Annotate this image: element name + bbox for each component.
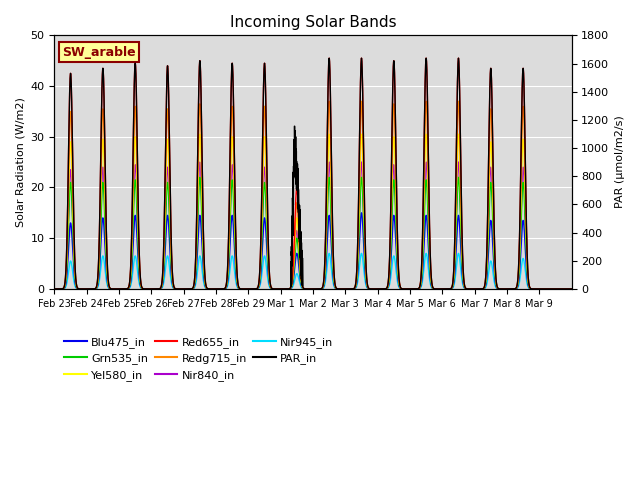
Legend: Blu475_in, Grn535_in, Yel580_in, Red655_in, Redg715_in, Nir840_in, Nir945_in, PA: Blu475_in, Grn535_in, Yel580_in, Red655_… xyxy=(60,333,338,385)
Y-axis label: Solar Radiation (W/m2): Solar Radiation (W/m2) xyxy=(15,97,25,227)
Text: SW_arable: SW_arable xyxy=(62,46,136,59)
Y-axis label: PAR (μmol/m2/s): PAR (μmol/m2/s) xyxy=(615,116,625,208)
Title: Incoming Solar Bands: Incoming Solar Bands xyxy=(230,15,396,30)
